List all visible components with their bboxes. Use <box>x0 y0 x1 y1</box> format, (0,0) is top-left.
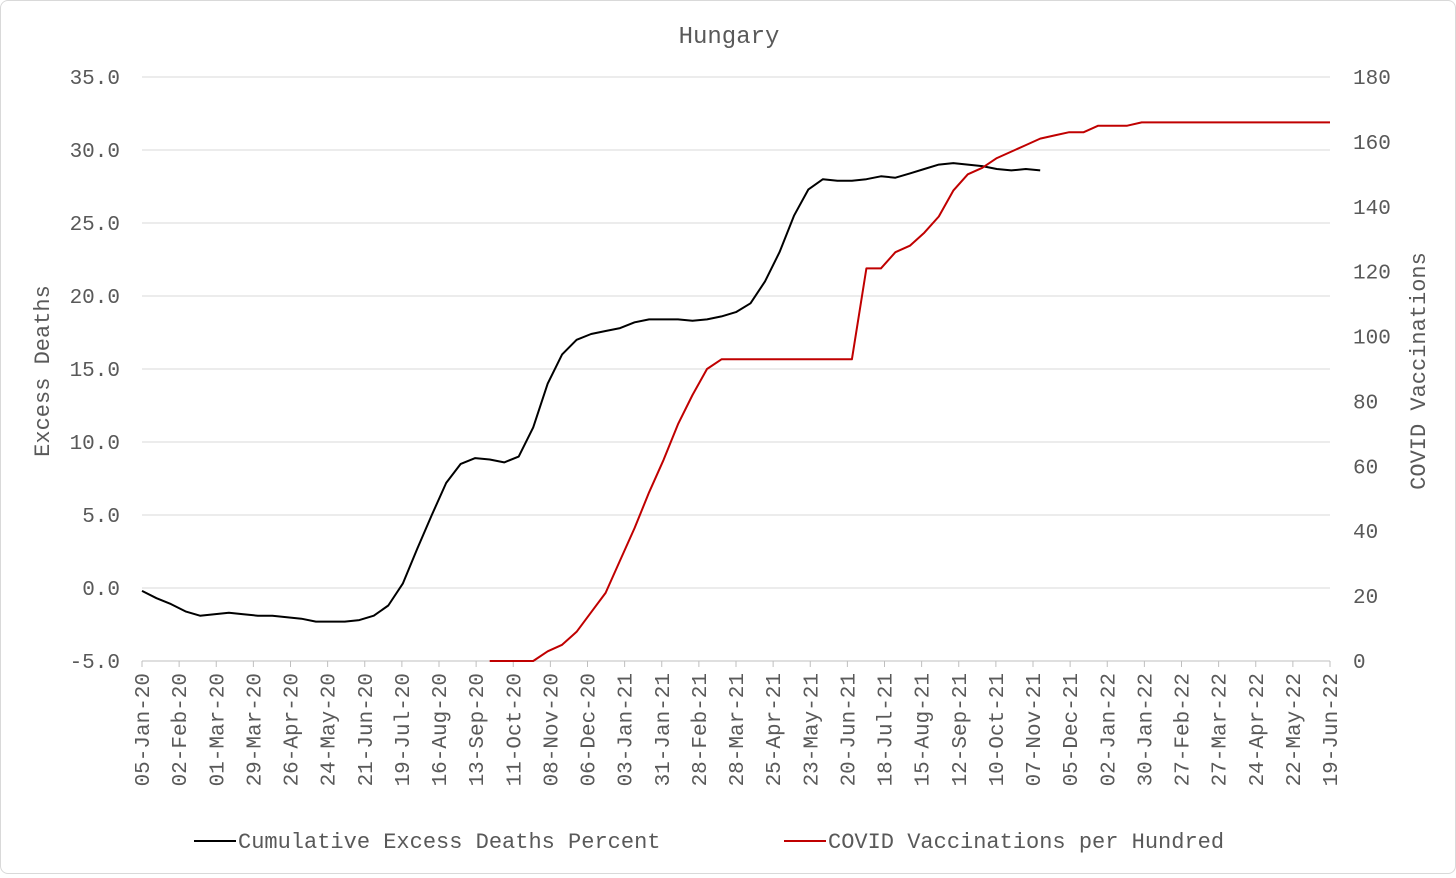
x-tick-label: 08-Nov-20 <box>541 673 564 786</box>
y2-tick-label: 100 <box>1353 328 1391 351</box>
x-tick-label: 16-Aug-20 <box>430 673 453 786</box>
x-tick-label: 15-Aug-21 <box>913 673 936 786</box>
legend: Cumulative Excess Deaths Percent COVID Va… <box>194 830 1224 855</box>
vaccinations-line <box>489 121 1330 662</box>
y2-tick-label: 160 <box>1353 133 1391 156</box>
series-lines <box>141 121 1330 662</box>
legend-item: Cumulative Excess Deaths Percent <box>194 830 660 855</box>
x-tick-label: 23-May-21 <box>801 673 824 786</box>
y-tick-label: 10.0 <box>70 433 120 456</box>
x-tick-label: 30-Jan-22 <box>1135 673 1158 786</box>
y-tick-label: 15.0 <box>70 360 120 383</box>
x-tick-label: 03-Jan-21 <box>616 673 639 786</box>
y-tick-label: 30.0 <box>70 141 120 164</box>
x-tick-label: 24-Apr-22 <box>1247 673 1270 786</box>
y-tick-label: 20.0 <box>70 287 120 310</box>
right-axis: 180 160 140 120 100 80 60 40 20 0 <box>1353 68 1391 675</box>
x-tick-label: 11-Oct-20 <box>504 673 527 786</box>
y-axis-label: Excess Deaths <box>31 285 56 457</box>
x-tick-label: 06-Dec-20 <box>579 673 602 786</box>
x-tick-label: 25-Apr-21 <box>764 673 787 786</box>
x-tick-label: 05-Jan-20 <box>133 673 156 786</box>
y2-tick-label: 80 <box>1353 392 1378 415</box>
grid-lines <box>142 76 1330 662</box>
x-axis: 05-Jan-20 02-Feb-20 01-Mar-20 29-Mar-20 26-A… <box>133 661 1344 786</box>
x-tick-label: 27-Feb-22 <box>1173 673 1196 786</box>
legend-item: COVID Vaccinations per Hundred <box>784 830 1224 855</box>
x-tick-label: 21-Jun-20 <box>356 673 379 786</box>
x-tick-label: 31-Jan-21 <box>653 673 676 786</box>
left-axis: 35.0 30.0 25.0 20.0 15.0 10.0 5.0 0.0 -5.0 <box>70 68 120 675</box>
x-tick-label: 01-Mar-20 <box>207 673 230 786</box>
x-tick-label: 12-Sep-21 <box>950 673 973 786</box>
x-tick-label: 28-Mar-21 <box>727 673 750 786</box>
x-tick-label: 19-Jul-20 <box>393 673 416 786</box>
chart-title: Hungary <box>679 24 780 51</box>
y2-tick-label: 180 <box>1353 68 1391 91</box>
x-tick-label: 24-May-20 <box>319 673 342 786</box>
y-tick-label: 25.0 <box>70 214 120 237</box>
y2-tick-label: 20 <box>1353 587 1378 610</box>
x-tick-label: 10-Oct-21 <box>987 673 1010 786</box>
y2-tick-label: 140 <box>1353 198 1391 221</box>
x-tick-label: 13-Sep-20 <box>467 673 490 786</box>
x-tick-label: 22-May-22 <box>1284 673 1307 786</box>
y2-tick-label: 120 <box>1353 263 1391 286</box>
y-tick-label: 0.0 <box>82 579 120 602</box>
x-tick-label: 18-Jul-21 <box>876 673 899 786</box>
y2-tick-label: 60 <box>1353 457 1378 480</box>
legend-label: COVID Vaccinations per Hundred <box>828 830 1224 855</box>
x-tick-label: 05-Dec-21 <box>1061 673 1084 786</box>
x-tick-label: 19-Jun-22 <box>1321 673 1344 786</box>
x-tick-label: 26-Apr-20 <box>282 673 305 786</box>
y2-tick-label: 0 <box>1353 652 1366 675</box>
x-tick-label: 27-Mar-22 <box>1210 673 1233 786</box>
y-tick-label: -5.0 <box>70 652 120 675</box>
y-tick-label: 5.0 <box>82 506 120 529</box>
y2-axis-label: COVID Vaccinations <box>1407 252 1432 490</box>
x-tick-label: 02-Feb-20 <box>170 673 193 786</box>
legend-label: Cumulative Excess Deaths Percent <box>238 830 660 855</box>
x-tick-label: 20-Jun-21 <box>838 673 861 786</box>
x-tick-label: 29-Mar-20 <box>244 673 267 786</box>
y-tick-label: 35.0 <box>70 68 120 91</box>
x-tick-label: 28-Feb-21 <box>690 673 713 786</box>
x-tick-label: 07-Nov-21 <box>1024 673 1047 786</box>
excess-deaths-line <box>141 162 1041 623</box>
y2-tick-label: 40 <box>1353 522 1378 545</box>
x-tick-label: 02-Jan-22 <box>1098 673 1121 786</box>
